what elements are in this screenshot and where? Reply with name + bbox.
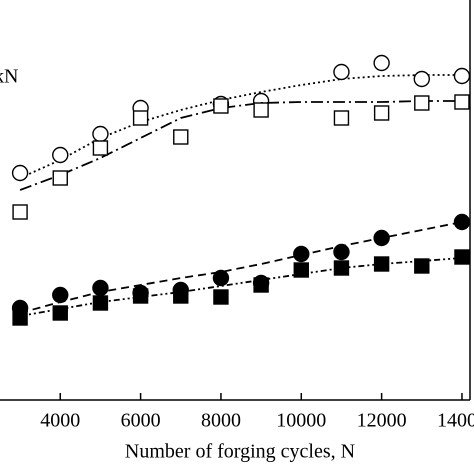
- point: [132, 288, 149, 304]
- point: [253, 102, 269, 118]
- point: [293, 262, 309, 278]
- point: [52, 305, 68, 321]
- point: [414, 95, 430, 111]
- point: [11, 164, 29, 182]
- point: [92, 125, 109, 143]
- fit-line: [19, 257, 463, 317]
- annotation: kN: [0, 66, 18, 88]
- point: [132, 110, 149, 126]
- point: [92, 279, 109, 297]
- x-tick-label: 14000: [437, 410, 474, 432]
- point: [92, 295, 109, 311]
- point: [293, 245, 310, 263]
- point: [213, 289, 229, 305]
- point: [213, 98, 229, 114]
- point: [12, 310, 28, 326]
- x-axis-label: Number of forging cycles, N: [125, 441, 355, 463]
- point: [454, 94, 470, 110]
- point: [173, 129, 189, 145]
- point: [333, 63, 350, 81]
- x-tick-label: 6000: [121, 410, 161, 432]
- point: [453, 67, 471, 85]
- point: [413, 70, 430, 88]
- point: [212, 269, 230, 287]
- point: [52, 146, 69, 164]
- point: [12, 204, 28, 220]
- point: [173, 288, 189, 304]
- point: [373, 54, 390, 72]
- point: [414, 258, 430, 274]
- point: [453, 213, 471, 231]
- point: [373, 229, 390, 247]
- x-tick-label: 12000: [357, 410, 407, 432]
- fit-line: [19, 74, 462, 179]
- x-tick-label: 10000: [276, 410, 326, 432]
- x-tick-label: 4000: [40, 410, 80, 432]
- point: [373, 256, 390, 272]
- point: [454, 249, 470, 265]
- fit-line: [19, 221, 463, 314]
- fit-line: [19, 100, 462, 191]
- point: [333, 260, 350, 276]
- point: [52, 170, 68, 186]
- point: [333, 243, 350, 261]
- point: [52, 286, 69, 304]
- point: [92, 140, 109, 156]
- point: [373, 105, 390, 121]
- point: [253, 277, 269, 293]
- x-tick-label: 8000: [201, 410, 241, 432]
- point: [333, 110, 350, 126]
